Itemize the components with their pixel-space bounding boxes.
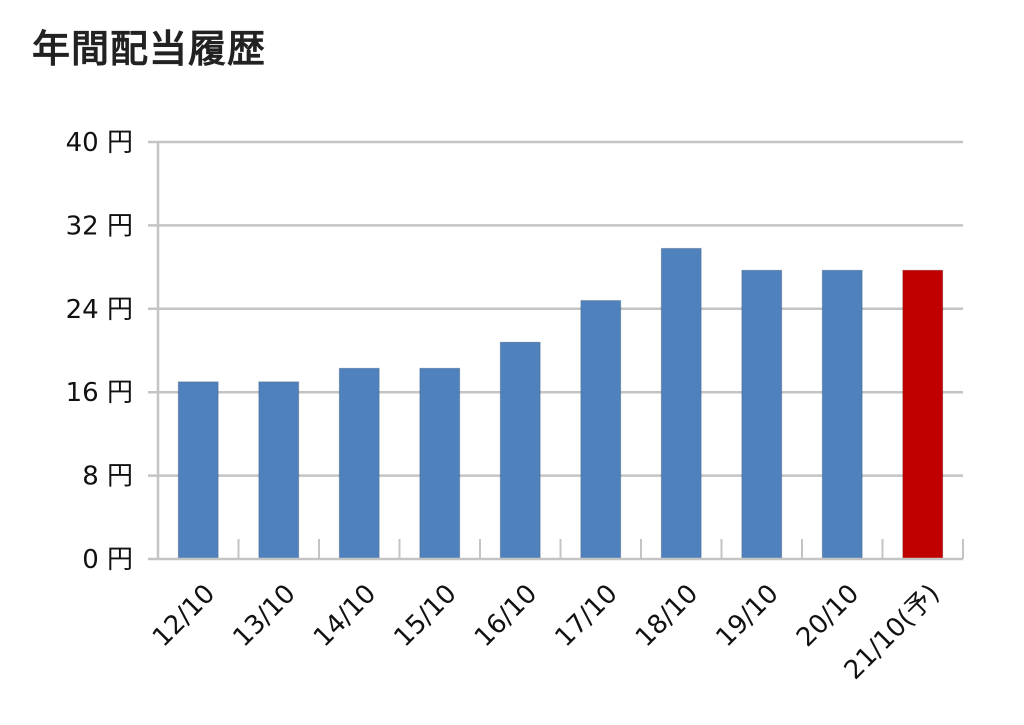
bar <box>902 269 944 560</box>
bar <box>419 367 461 560</box>
x-tick-label: 20/10 <box>791 579 865 653</box>
x-tick-label: 15/10 <box>388 579 462 653</box>
bars <box>177 247 944 560</box>
bar <box>338 367 380 560</box>
bar <box>821 269 863 560</box>
y-axis-labels: 0 円 8 円 16 円 24 円 32 円 40 円 <box>66 128 133 575</box>
bar <box>660 247 702 560</box>
x-tick-label: 19/10 <box>710 579 784 653</box>
y-tick-label: 8 円 <box>82 462 133 492</box>
y-tick-label: 16 円 <box>66 378 133 408</box>
x-tick-label: 17/10 <box>549 579 623 653</box>
x-tick-label: 12/10 <box>147 579 221 653</box>
y-tick-label: 40 円 <box>66 128 133 158</box>
x-tick-label: 16/10 <box>469 579 543 653</box>
bar <box>177 381 219 560</box>
bar <box>499 341 541 560</box>
y-tick-label: 0 円 <box>82 545 133 575</box>
y-tick-label: 24 円 <box>66 295 133 325</box>
bar <box>258 381 300 560</box>
x-tick-label: 14/10 <box>308 579 382 653</box>
x-axis <box>148 142 964 561</box>
chart-title: 年間配当履歴 <box>32 27 267 71</box>
x-tick-label: 13/10 <box>227 579 301 653</box>
y-tick-label: 32 円 <box>66 211 133 241</box>
bar <box>741 269 783 560</box>
x-axis-labels: 12/10 13/10 14/10 15/10 16/10 17/10 18/10 19/10… <box>147 579 946 686</box>
x-tick-label: 18/10 <box>630 579 704 653</box>
bar <box>580 299 622 560</box>
